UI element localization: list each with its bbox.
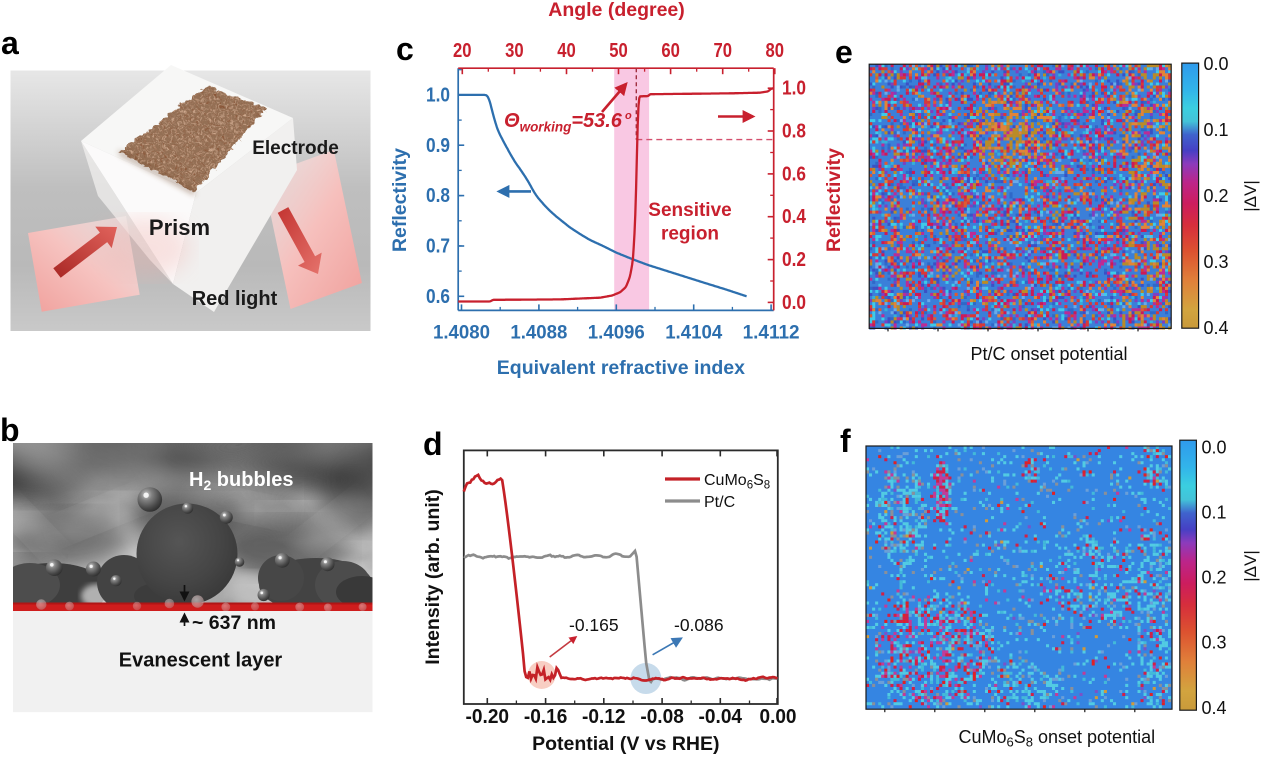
svg-text:0.0: 0.0: [782, 292, 806, 314]
svg-text:Sensitive: Sensitive: [648, 200, 731, 221]
svg-text:0.3: 0.3: [1202, 633, 1227, 653]
svg-text:Evanescent layer: Evanescent layer: [119, 650, 283, 672]
svg-text:40: 40: [557, 40, 576, 62]
svg-text:-0.165: -0.165: [569, 615, 619, 635]
svg-text:0.6: 0.6: [426, 286, 450, 308]
svg-text:f: f: [840, 423, 851, 459]
svg-text:Angle (degree): Angle (degree): [548, 0, 685, 21]
svg-text:CuMo6S8: CuMo6S8: [704, 472, 770, 492]
svg-text:0.2: 0.2: [1202, 568, 1227, 588]
svg-text:b: b: [0, 412, 20, 448]
svg-text:0.1: 0.1: [1202, 503, 1227, 523]
svg-text:|ΔV|: |ΔV|: [1241, 180, 1260, 212]
svg-text:d: d: [423, 426, 443, 462]
svg-text:c: c: [396, 31, 414, 67]
svg-text:50: 50: [609, 40, 628, 62]
svg-text:-0.12: -0.12: [582, 705, 626, 728]
svg-text:0.9: 0.9: [426, 135, 450, 157]
svg-text:1.4104: 1.4104: [665, 322, 722, 344]
svg-text:0.6: 0.6: [782, 163, 806, 185]
svg-text:0.0: 0.0: [1204, 54, 1229, 74]
svg-text:0.2: 0.2: [1204, 186, 1229, 206]
svg-text:0.3: 0.3: [1204, 252, 1229, 272]
svg-text:Potential (V vs RHE): Potential (V vs RHE): [532, 733, 719, 755]
svg-text:Red light: Red light: [192, 288, 278, 310]
svg-text:1.4112: 1.4112: [743, 322, 800, 344]
svg-text:Prism: Prism: [149, 215, 210, 240]
svg-text:1.4080: 1.4080: [433, 322, 490, 344]
svg-text:CuMo6S8 onset potential: CuMo6S8 onset potential: [959, 727, 1156, 750]
svg-text:e: e: [835, 34, 853, 70]
svg-text:Reflectivity: Reflectivity: [389, 148, 411, 252]
svg-text:0.0: 0.0: [1202, 437, 1227, 457]
svg-text:0.4: 0.4: [782, 206, 807, 228]
svg-text:1.4096: 1.4096: [588, 322, 645, 344]
svg-text:0.8: 0.8: [782, 121, 806, 143]
svg-text:70: 70: [713, 40, 732, 62]
svg-text:Intensity (arb. unit): Intensity (arb. unit): [422, 489, 444, 665]
svg-text:60: 60: [661, 40, 680, 62]
svg-text:|ΔV|: |ΔV|: [1241, 550, 1260, 582]
svg-text:0.4: 0.4: [1202, 698, 1227, 718]
svg-text:80: 80: [766, 40, 785, 62]
svg-text:1.0: 1.0: [782, 78, 806, 100]
svg-text:0.4: 0.4: [1204, 318, 1229, 338]
svg-text:20: 20: [453, 40, 472, 62]
svg-text:-0.08: -0.08: [640, 705, 684, 728]
svg-text:-0.16: -0.16: [524, 705, 568, 728]
svg-text:-0.20: -0.20: [466, 705, 510, 728]
svg-text:0.1: 0.1: [1204, 120, 1229, 140]
svg-text:Reflectivity: Reflectivity: [823, 148, 845, 252]
svg-text:0.8: 0.8: [426, 185, 450, 207]
svg-text:Electrode: Electrode: [252, 138, 339, 159]
svg-text:1.0: 1.0: [426, 84, 450, 106]
svg-text:0.7: 0.7: [426, 236, 450, 258]
svg-text:-0.04: -0.04: [699, 705, 743, 728]
svg-text:a: a: [1, 25, 19, 61]
svg-text:Pt/C onset potential: Pt/C onset potential: [970, 344, 1127, 364]
svg-text:30: 30: [505, 40, 524, 62]
svg-text:0.2: 0.2: [782, 249, 806, 271]
svg-text:~ 637 nm: ~ 637 nm: [192, 612, 276, 634]
svg-text:-0.086: -0.086: [674, 615, 724, 635]
svg-text:0.00: 0.00: [760, 705, 797, 728]
svg-text:1.4088: 1.4088: [510, 322, 567, 344]
svg-text:Equivalent refractive index: Equivalent refractive index: [497, 357, 745, 379]
svg-text:Pt/C: Pt/C: [704, 494, 735, 511]
svg-text:region: region: [661, 224, 719, 245]
